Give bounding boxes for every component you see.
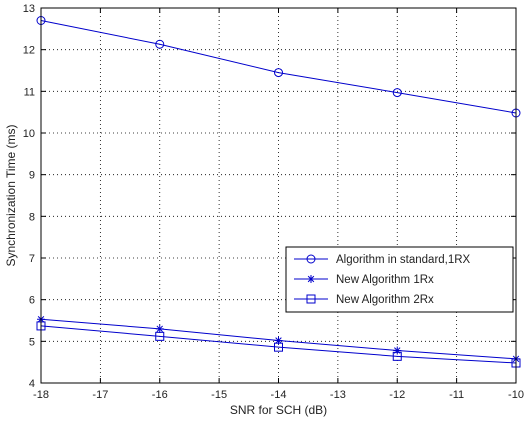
- y-tick-label: 9: [29, 170, 35, 182]
- y-tick-label: 12: [23, 45, 35, 57]
- y-tick-label: 10: [23, 128, 35, 140]
- x-tick-label: -14: [271, 389, 287, 401]
- x-tick-label: -16: [152, 389, 168, 401]
- legend-entry: New Algorithm 2Rx: [294, 294, 434, 306]
- data-point: [392, 88, 402, 98]
- grid: [41, 8, 516, 383]
- data-point: [155, 39, 165, 49]
- x-tick-label: -17: [92, 389, 108, 401]
- series-line: [40, 20, 517, 114]
- legend-marker: [306, 254, 316, 264]
- x-tick-label: -15: [211, 389, 227, 401]
- x-tick-label: -11: [449, 389, 464, 401]
- y-tick-label: 4: [29, 378, 35, 390]
- data-point: [274, 68, 283, 78]
- legend-marker: [306, 294, 316, 304]
- legend: Algorithm in standard,1RX New Algorithm 1…: [285, 246, 514, 313]
- y-tick-label: 6: [29, 295, 35, 307]
- legend-label: New Algorithm 2Rx: [336, 294, 434, 306]
- data-point: [155, 331, 165, 341]
- y-tick-label: 11: [24, 86, 35, 98]
- x-tick-label: -10: [508, 389, 524, 401]
- legend-marker: [307, 275, 315, 283]
- x-tick-label: -12: [389, 389, 405, 401]
- x-tick-label: -18: [33, 389, 49, 401]
- x-tick-label: -13: [330, 389, 346, 401]
- y-tick-label: 8: [29, 211, 35, 223]
- legend-entry: Algorithm in standard,1RX: [294, 254, 471, 266]
- legend-label: New Algorithm 1Rx: [336, 274, 434, 286]
- data-point: [274, 342, 283, 352]
- y-tick-label: 5: [29, 336, 35, 348]
- legend-label: Algorithm in standard,1RX: [336, 254, 471, 266]
- series-line: [40, 325, 517, 364]
- data-point: [393, 346, 402, 355]
- y-axis-label: Synchronization Time (ms): [4, 124, 18, 266]
- x-axis-label: SNR for SCH (dB): [230, 403, 327, 417]
- y-tick-label: 7: [29, 253, 35, 265]
- legend-entry: New Algorithm 1Rx: [294, 274, 434, 286]
- data-point: [155, 324, 164, 333]
- data-point: [392, 351, 402, 361]
- ticks: -18 -17 -16 -15 -14 -13 -12 -11 -10 4 5 6 7 8 9 10 11 12 1…: [23, 3, 524, 401]
- y-tick-label: 13: [23, 3, 35, 15]
